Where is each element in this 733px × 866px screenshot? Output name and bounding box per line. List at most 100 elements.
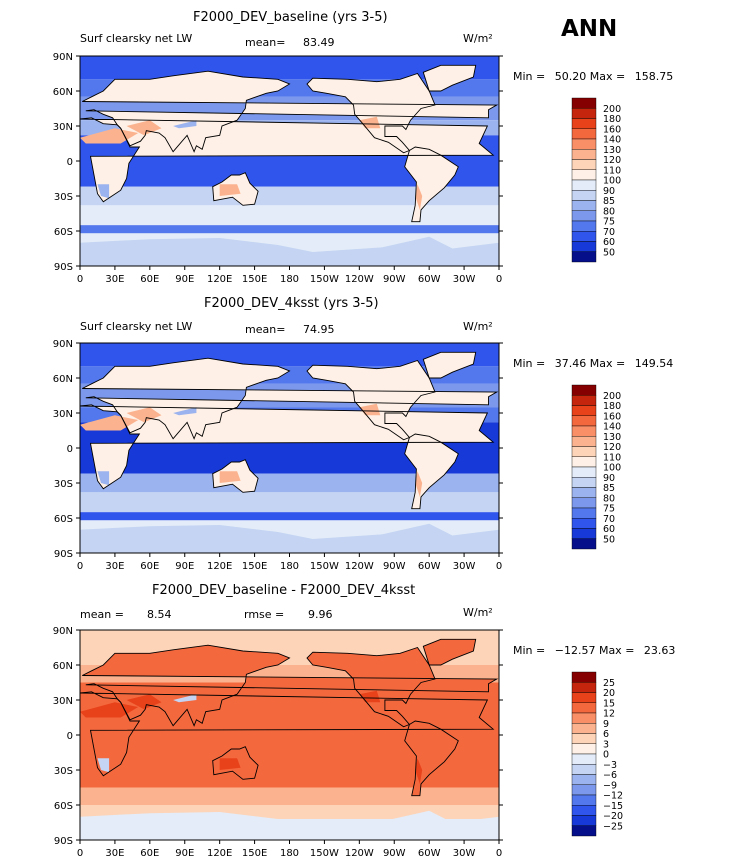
y-tick-label: 60N	[53, 374, 73, 385]
hotspot-3	[415, 184, 423, 210]
colorbar-label: −9	[603, 780, 617, 791]
land-antarctic	[80, 236, 499, 266]
panel-title: F2000_DEV_4ksst (yrs 3-5)	[204, 296, 379, 311]
coastline-samerica	[404, 720, 459, 797]
colorbar-label: 80	[603, 493, 615, 504]
colorbar-label: 85	[603, 483, 615, 494]
x-tick-label: 120E	[207, 561, 232, 572]
y-tick-label: 30N	[53, 409, 73, 420]
units-label: W/m²	[463, 32, 493, 45]
colorbar-label: 100	[603, 463, 621, 474]
rmse-label: rmse =	[244, 608, 285, 621]
y-tick-label: 90S	[54, 549, 73, 560]
x-tick-label: 30W	[453, 561, 476, 572]
colorbar-label: 70	[603, 514, 615, 525]
colorbar-label: 70	[603, 227, 615, 238]
colorbar-label: −12	[603, 791, 623, 802]
x-tick-label: 30W	[453, 848, 476, 859]
min-value: 50.20	[554, 70, 587, 83]
colorbar-label: 120	[603, 442, 621, 453]
x-tick-label: 180	[280, 561, 299, 572]
y-tick-label: 60N	[53, 87, 73, 98]
season-label: ANN	[561, 16, 618, 42]
x-tick-label: 0	[77, 848, 83, 859]
colorbar-label: 100	[603, 176, 621, 187]
land-eurasia	[82, 645, 497, 726]
x-tick-label: 120W	[345, 561, 374, 572]
colorbar-swatch	[571, 712, 597, 724]
hotspot-2	[219, 471, 241, 483]
x-tick-label: 0	[496, 561, 502, 572]
x-tick-label: 150E	[242, 274, 267, 285]
colorbar-label: 20	[603, 688, 615, 699]
colorbar-label: 25	[603, 678, 615, 689]
min-value: −12.57	[554, 644, 596, 657]
colorbar-swatch	[571, 251, 597, 263]
colorbar-label: 180	[603, 114, 621, 125]
min-label: Min =	[513, 644, 546, 657]
coastline-samerica	[404, 433, 459, 510]
hotspot-0	[80, 128, 139, 144]
ocean-band-5	[80, 186, 499, 206]
x-tick-label: 30W	[453, 274, 476, 285]
land-greenland	[423, 639, 476, 665]
min-value: 37.46	[554, 357, 587, 370]
y-tick-label: 0	[67, 157, 73, 168]
colorbar-swatch	[571, 743, 597, 755]
colorbar-swatch	[571, 692, 597, 703]
coastline-australia	[212, 172, 259, 206]
y-tick-label: 30N	[53, 122, 73, 133]
x-tick-label: 30E	[105, 274, 124, 285]
coastline-africa	[80, 117, 495, 203]
units-label: W/m²	[463, 606, 493, 619]
colorbar-label: −6	[603, 770, 617, 781]
colorbar-label: 85	[603, 196, 615, 207]
land-antarctic	[80, 810, 499, 840]
y-tick-label: 60S	[54, 801, 73, 812]
hotspot-0	[80, 702, 139, 718]
y-tick-label: 60S	[54, 514, 73, 525]
land-namerica	[307, 360, 435, 440]
coastline-eurasia	[82, 644, 499, 727]
colorbar-label: 80	[603, 206, 615, 217]
y-tick-label: 60S	[54, 227, 73, 238]
colorbar-label: 110	[603, 452, 621, 463]
land-eurasia	[82, 358, 497, 439]
mean-label: mean=	[245, 323, 286, 336]
land-namerica	[307, 647, 435, 727]
x-tick-label: 60E	[140, 274, 159, 285]
colorbar-swatch	[571, 764, 597, 775]
colorbar-label: 60	[603, 237, 615, 248]
colorbar-label: 6	[603, 729, 609, 740]
coastline-africa	[80, 691, 495, 777]
y-tick-label: 30S	[54, 479, 73, 490]
colorbar-swatch	[571, 784, 597, 796]
max-label: Max =	[589, 70, 626, 83]
coastline-greenland	[422, 64, 477, 92]
ocean-band-6	[80, 492, 499, 513]
mean-value: 74.95	[303, 323, 335, 336]
x-tick-label: 90W	[383, 274, 406, 285]
x-tick-label: 90E	[175, 274, 194, 285]
colorbar-label: 60	[603, 524, 615, 535]
colorbar-swatch	[571, 702, 597, 714]
y-tick-label: 30S	[54, 766, 73, 777]
y-tick-label: 0	[67, 731, 73, 742]
max-label: Max =	[589, 357, 626, 370]
hotspot-3	[415, 758, 423, 784]
x-tick-label: 90W	[383, 848, 406, 859]
colorbar-swatch	[571, 733, 597, 744]
y-tick-label: 0	[67, 444, 73, 455]
colorbar-swatch	[571, 774, 597, 785]
colorbar-swatch	[571, 825, 597, 837]
colorbar-label: 110	[603, 165, 621, 176]
colorbar-label: 0	[603, 750, 609, 761]
ocean-band-3	[80, 787, 499, 805]
land-namerica	[307, 73, 435, 153]
hotspot-2	[219, 758, 241, 770]
x-tick-label: 90E	[175, 848, 194, 859]
x-tick-label: 0	[496, 274, 502, 285]
y-tick-label: 60N	[53, 661, 73, 672]
colorbar-label: 90	[603, 186, 615, 197]
